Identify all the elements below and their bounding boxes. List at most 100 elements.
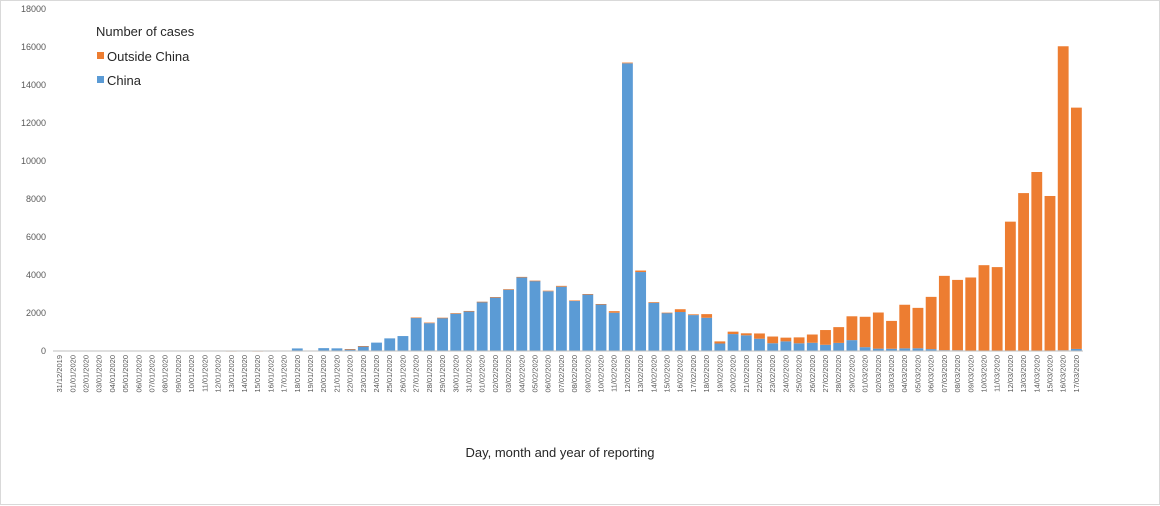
x-tick-label: 08/01/2020 xyxy=(161,355,170,393)
x-tick-label: 16/01/2020 xyxy=(266,355,275,393)
x-tick-label: 03/01/2020 xyxy=(95,355,104,393)
x-tick-label: 04/02/2020 xyxy=(517,355,526,393)
y-tick-label: 8000 xyxy=(26,194,46,204)
bar-outside-china xyxy=(608,311,620,313)
bar-china xyxy=(437,317,448,351)
x-tick-label: 03/02/2020 xyxy=(504,355,513,393)
x-tick-label: 05/02/2020 xyxy=(530,355,539,393)
bar-outside-china xyxy=(542,290,554,292)
bar-outside-china xyxy=(582,294,594,295)
x-tick-label: 09/02/2020 xyxy=(583,355,592,393)
bar-outside-china xyxy=(450,313,462,314)
x-tick-label: 12/02/2020 xyxy=(623,355,632,393)
bar-outside-china xyxy=(437,317,448,319)
x-tick-label: 11/02/2020 xyxy=(610,355,619,392)
bar-china xyxy=(542,291,554,351)
x-tick-label: 26/02/2020 xyxy=(808,355,817,393)
bar-china xyxy=(846,340,858,351)
x-tick-label: 15/03/2020 xyxy=(1045,355,1054,393)
x-tick-label: 23/01/2020 xyxy=(359,355,368,393)
x-tick-label: 13/01/2020 xyxy=(227,355,236,393)
y-tick-label: 6000 xyxy=(26,232,46,242)
x-tick-label: 02/02/2020 xyxy=(491,355,500,393)
bar-outside-china xyxy=(767,336,779,344)
bar-outside-china xyxy=(727,331,739,335)
x-tick-label: 16/02/2020 xyxy=(676,355,685,393)
x-tick-label: 06/01/2020 xyxy=(134,355,143,393)
x-tick-label: 01/02/2020 xyxy=(478,355,487,393)
x-tick-label: 01/01/2020 xyxy=(68,355,77,393)
x-tick-label: 18/01/2020 xyxy=(293,355,302,393)
x-tick-label: 30/01/2020 xyxy=(451,355,460,393)
y-tick-label: 14000 xyxy=(21,80,46,90)
bar-china xyxy=(463,311,475,351)
x-tick-label: 14/01/2020 xyxy=(240,355,249,393)
x-tick-label: 28/02/2020 xyxy=(834,355,843,393)
bar-china xyxy=(793,343,805,351)
y-tick-label: 10000 xyxy=(21,156,46,166)
legend: Number of cases Outside China China xyxy=(96,24,195,88)
legend-label-outside-china: Outside China xyxy=(107,49,190,64)
y-tick-label: 2000 xyxy=(26,308,46,318)
bar-china xyxy=(688,315,699,351)
x-tick-label: 05/01/2020 xyxy=(121,355,130,393)
bar-outside-china xyxy=(503,289,514,290)
bar-outside-china xyxy=(965,277,977,351)
bar-china xyxy=(674,312,686,351)
bar-china xyxy=(516,277,528,351)
x-tick-label: 11/01/2020 xyxy=(200,355,209,392)
bar-china xyxy=(529,280,541,351)
bar-china xyxy=(780,341,792,351)
x-tick-label: 29/01/2020 xyxy=(438,355,447,393)
bar-china xyxy=(423,323,435,351)
y-tick-label: 18000 xyxy=(21,4,46,14)
bars-layer xyxy=(54,46,1082,352)
x-tick-label: 07/02/2020 xyxy=(557,355,566,393)
x-tick-label: 18/02/2020 xyxy=(702,355,711,393)
x-tick-label: 09/03/2020 xyxy=(966,355,975,393)
x-tick-label: 06/03/2020 xyxy=(927,355,936,393)
bar-china xyxy=(569,300,581,351)
bar-outside-china xyxy=(463,310,475,312)
x-tick-label: 22/01/2020 xyxy=(346,355,355,393)
x-tick-label: 17/03/2020 xyxy=(1072,355,1081,393)
x-tick-label: 15/01/2020 xyxy=(253,355,262,393)
x-tick-label: 12/01/2020 xyxy=(214,355,223,393)
bar-china xyxy=(925,349,937,351)
bar-china xyxy=(291,348,303,351)
bar-outside-china xyxy=(793,337,805,344)
bar-outside-china xyxy=(859,316,871,348)
bar-outside-china xyxy=(344,349,356,350)
x-tick-label: 13/03/2020 xyxy=(1019,355,1028,393)
y-tick-label: 4000 xyxy=(26,270,46,280)
x-tick-label: 21/01/2020 xyxy=(332,355,341,393)
bar-china xyxy=(450,313,462,351)
bar-outside-china xyxy=(635,270,647,273)
x-tick-label: 13/02/2020 xyxy=(636,355,645,393)
bar-china xyxy=(754,338,765,351)
x-tick-label: 25/02/2020 xyxy=(795,355,804,393)
bar-china xyxy=(476,301,488,351)
x-axis-title: Day, month and year of reporting xyxy=(465,445,654,460)
x-tick-label: 05/03/2020 xyxy=(913,355,922,393)
x-tick-label: 12/03/2020 xyxy=(1006,355,1015,393)
bar-outside-china xyxy=(886,320,897,349)
bar-china xyxy=(344,349,356,351)
x-tick-label: 07/01/2020 xyxy=(148,355,157,393)
bar-china xyxy=(503,289,514,351)
x-tick-label: 25/01/2020 xyxy=(385,355,394,393)
x-tick-label: 17/01/2020 xyxy=(280,355,289,393)
bar-outside-china xyxy=(701,314,713,318)
bar-outside-china xyxy=(529,280,541,282)
bar-outside-china xyxy=(661,312,673,314)
bar-outside-china xyxy=(357,346,369,347)
bar-china xyxy=(582,294,594,351)
bar-outside-china xyxy=(1004,221,1016,351)
bar-china xyxy=(622,63,633,351)
x-tick-label: 08/03/2020 xyxy=(953,355,962,393)
bar-outside-china xyxy=(740,333,752,336)
x-tick-label: 20/02/2020 xyxy=(729,355,738,393)
y-tick-label: 12000 xyxy=(21,118,46,128)
bar-china xyxy=(555,286,567,351)
